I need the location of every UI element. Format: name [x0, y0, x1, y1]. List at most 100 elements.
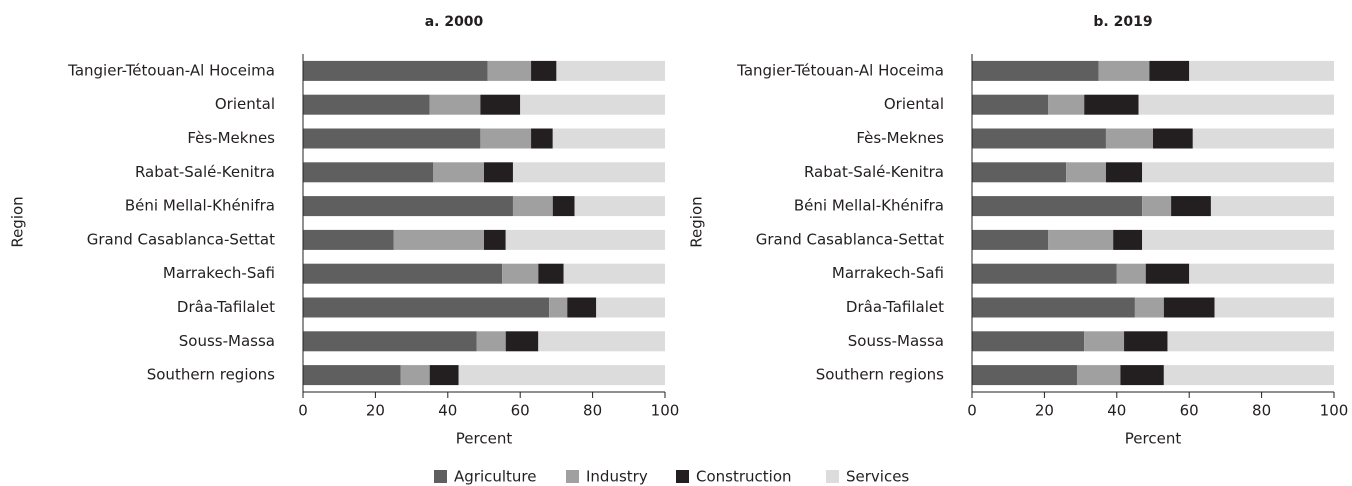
bar-segment [476, 331, 506, 352]
bar-segment [1192, 128, 1334, 149]
legend-label: Services [846, 468, 909, 486]
x-tick-label: 20 [1035, 402, 1054, 420]
bar-segment [1105, 162, 1143, 183]
bar-segment [972, 162, 1067, 183]
bar-segment [574, 196, 665, 217]
bar-segment [505, 229, 665, 250]
bar-segment [563, 263, 665, 284]
y-tick-label: Oriental [215, 95, 275, 113]
y-axis-label: Region [688, 196, 706, 247]
y-tick-label: Oriental [884, 95, 944, 113]
bar-segment [484, 229, 506, 250]
legend-swatch [676, 470, 689, 483]
y-tick-label: Drâa-Tafilalet [177, 298, 275, 316]
y-tick-label: Béni Mellal-Khénifra [125, 197, 275, 215]
y-tick-label: Grand Casablanca-Settat [87, 230, 275, 248]
x-tick-label: 0 [967, 402, 977, 420]
x-tick-label: 100 [1320, 402, 1349, 420]
bar-segment [1163, 297, 1215, 318]
bar-segment [1189, 60, 1334, 81]
bar-segment [303, 331, 477, 352]
bar-segment [1098, 60, 1150, 81]
bar-segment [1105, 128, 1153, 149]
bar-segment [303, 196, 513, 217]
bar-segment [972, 365, 1077, 386]
bar-segment [303, 365, 401, 386]
x-tick-label: 80 [583, 402, 602, 420]
bar-segment [303, 128, 481, 149]
bar-segment [1084, 331, 1125, 352]
y-tick-label: Marrakech-Safi [163, 264, 275, 282]
x-tick-label: 80 [1252, 402, 1271, 420]
y-axis-label: Region [9, 196, 27, 247]
bar-segment [1113, 229, 1143, 250]
bar-segment [1066, 162, 1106, 183]
bar-segment [1171, 196, 1211, 217]
bar-segment [1167, 331, 1334, 352]
bar-segment [303, 263, 503, 284]
bar-segment [1210, 196, 1334, 217]
bar-segment [1120, 365, 1164, 386]
bar-segment [512, 196, 553, 217]
bar-segment [1084, 94, 1139, 115]
chart-title: b. 2019 [1093, 14, 1152, 30]
legend-label: Construction [696, 468, 792, 486]
legend-label: Industry [586, 468, 648, 486]
bar-segment [1138, 94, 1334, 115]
y-tick-label: Rabat-Salé-Kenitra [804, 163, 944, 181]
legend-label: Agriculture [454, 468, 537, 486]
x-tick-label: 40 [438, 402, 457, 420]
bar-segment [972, 94, 1049, 115]
bar-segment [531, 128, 553, 149]
y-tick-label: Tangier-Tétouan-Al Hoceima [736, 61, 944, 79]
y-tick-label: Souss-Massa [848, 332, 944, 350]
bar-segment [502, 263, 539, 284]
bar-segment [484, 162, 513, 183]
x-tick-label: 60 [511, 402, 530, 420]
bar-segment [487, 60, 532, 81]
bar-segment [480, 128, 532, 149]
bar-segment [303, 229, 394, 250]
bar-segment [303, 94, 430, 115]
legend-swatch [434, 470, 447, 483]
bar-segment [1134, 297, 1164, 318]
bar-segment [1189, 263, 1334, 284]
bar-segment [972, 297, 1135, 318]
bar-segment [972, 128, 1106, 149]
bar-segment [1048, 94, 1085, 115]
bar-segment [1214, 297, 1334, 318]
bar-segment [552, 196, 575, 217]
y-tick-label: Grand Casablanca-Settat [756, 230, 944, 248]
bar-segment [433, 162, 484, 183]
bar-segment [1153, 128, 1193, 149]
chart-title: a. 2000 [425, 14, 484, 30]
bar-segment [393, 229, 484, 250]
bar-segment [505, 331, 539, 352]
bar-segment [538, 263, 564, 284]
y-tick-label: Southern regions [816, 366, 944, 384]
x-axis-label: Percent [456, 430, 513, 448]
y-tick-label: Béni Mellal-Khénifra [794, 197, 944, 215]
legend-swatch [826, 470, 839, 483]
bar-segment [552, 128, 665, 149]
bar-segment [400, 365, 430, 386]
x-tick-label: 40 [1107, 402, 1126, 420]
bar-segment [1076, 365, 1121, 386]
bar-segment [1142, 162, 1334, 183]
bar-segment [458, 365, 665, 386]
bar-segment [972, 229, 1049, 250]
y-tick-label: Marrakech-Safi [832, 264, 944, 282]
x-tick-label: 20 [366, 402, 385, 420]
bar-segment [972, 263, 1117, 284]
bar-segment [972, 60, 1099, 81]
bar-segment [429, 94, 481, 115]
bar-segment [1116, 263, 1146, 284]
bar-segment [480, 94, 521, 115]
bar-segment [520, 94, 665, 115]
bar-segment [556, 60, 665, 81]
bar-segment [429, 365, 459, 386]
bar-segment [1145, 263, 1190, 284]
bar-segment [549, 297, 568, 318]
y-tick-label: Tangier-Tétouan-Al Hoceima [67, 61, 275, 79]
bar-segment [531, 60, 557, 81]
